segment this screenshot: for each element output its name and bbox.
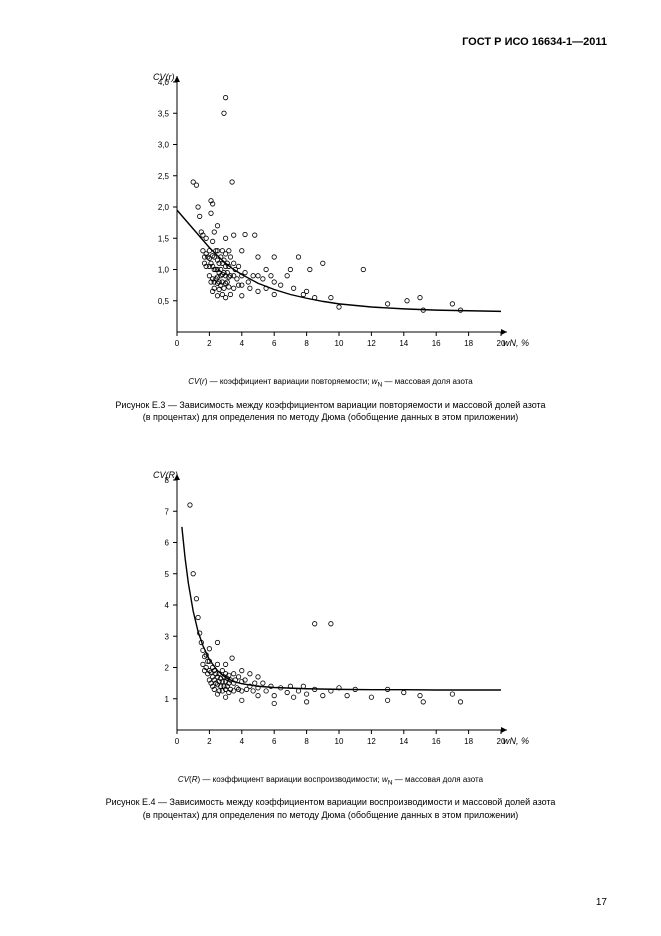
document-header: ГОСТ Р ИСО 16634-1—2011: [48, 36, 613, 48]
svg-text:16: 16: [431, 737, 440, 746]
svg-text:14: 14: [399, 339, 408, 348]
svg-text:7: 7: [164, 507, 169, 516]
svg-text:10: 10: [334, 737, 343, 746]
figure-e4-legend: CV(R) — коэффициент вариации воспроизвод…: [48, 775, 613, 787]
svg-text:3,5: 3,5: [157, 109, 169, 118]
figure-e3: 024681012141618200,51,01,52,02,53,03,54,…: [48, 66, 613, 424]
svg-text:1: 1: [164, 695, 169, 704]
page-number: 17: [596, 897, 607, 908]
svg-text:CV(r): CV(r): [153, 72, 175, 82]
svg-text:12: 12: [366, 339, 375, 348]
svg-text:4: 4: [239, 737, 244, 746]
svg-text:0: 0: [174, 737, 179, 746]
svg-text:2: 2: [207, 737, 212, 746]
page: ГОСТ Р ИСО 16634-1—2011 0246810121416182…: [0, 0, 661, 936]
svg-text:2: 2: [207, 339, 212, 348]
svg-text:0: 0: [174, 339, 179, 348]
svg-text:8: 8: [304, 737, 309, 746]
svg-text:3,0: 3,0: [157, 141, 169, 150]
svg-text:2,0: 2,0: [157, 203, 169, 212]
svg-text:14: 14: [399, 737, 408, 746]
svg-text:2,5: 2,5: [157, 172, 169, 181]
svg-text:0,5: 0,5: [157, 297, 169, 306]
svg-text:18: 18: [464, 339, 473, 348]
figure-e4-caption: Рисунок Е.4 — Зависимость между коэффици…: [48, 796, 613, 821]
svg-text:wN, %: wN, %: [503, 338, 529, 348]
svg-text:3: 3: [164, 632, 169, 641]
svg-text:1,0: 1,0: [157, 266, 169, 275]
svg-text:wN, %: wN, %: [503, 736, 529, 746]
svg-text:18: 18: [464, 737, 473, 746]
svg-text:2: 2: [164, 663, 169, 672]
svg-text:1,5: 1,5: [157, 234, 169, 243]
svg-text:16: 16: [431, 339, 440, 348]
svg-text:4: 4: [164, 601, 169, 610]
svg-text:12: 12: [366, 737, 375, 746]
svg-text:4: 4: [239, 339, 244, 348]
svg-text:8: 8: [304, 339, 309, 348]
svg-text:5: 5: [164, 570, 169, 579]
svg-text:10: 10: [334, 339, 343, 348]
chart-cv-R: 0246810121416182012345678CV(R)wN, %: [121, 464, 541, 764]
svg-text:CV(R): CV(R): [153, 470, 178, 480]
svg-text:6: 6: [271, 737, 276, 746]
figure-e3-caption: Рисунок Е.3 — Зависимость между коэффици…: [48, 399, 613, 424]
svg-text:6: 6: [271, 339, 276, 348]
figure-e4: 0246810121416182012345678CV(R)wN, % CV(R…: [48, 464, 613, 822]
figure-e3-legend: CV(r) — коэффициент вариации повторяемос…: [48, 377, 613, 389]
svg-text:6: 6: [164, 538, 169, 547]
chart-cv-r: 024681012141618200,51,01,52,02,53,03,54,…: [121, 66, 541, 366]
